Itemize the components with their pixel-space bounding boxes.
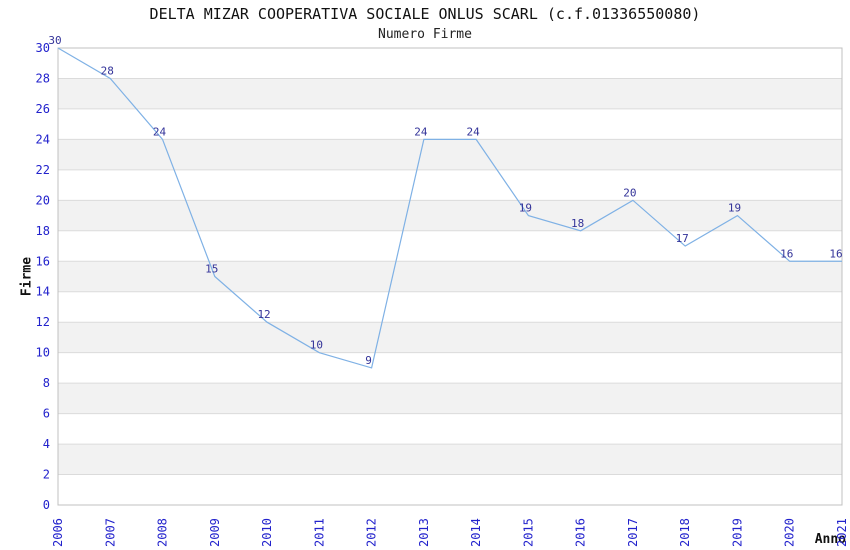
x-tick-label: 2007	[103, 518, 117, 547]
x-tick-label: 2021	[835, 518, 849, 547]
x-tick-label: 2014	[469, 518, 483, 547]
x-tick-label: 2011	[312, 518, 326, 547]
data-point-label: 9	[365, 354, 372, 367]
y-tick-label: 30	[36, 41, 50, 55]
data-point-label: 17	[676, 232, 689, 245]
data-point-label: 24	[467, 125, 481, 138]
y-tick-label: 4	[43, 437, 50, 451]
plot-border	[57, 47, 843, 506]
plot-band	[58, 322, 842, 353]
x-tick-label: 2016	[574, 518, 588, 547]
y-tick-label: 0	[43, 498, 50, 512]
y-tick-label: 26	[36, 102, 50, 116]
x-tick-label: 2012	[365, 518, 379, 547]
data-point-label: 30	[48, 34, 61, 47]
series-line	[57, 47, 842, 369]
plot-band	[58, 383, 842, 414]
data-point-label: 15	[205, 263, 218, 276]
data-point-label: 12	[257, 308, 270, 321]
data-point-label: 20	[623, 186, 636, 199]
y-tick-label: 12	[36, 315, 50, 329]
x-tick-label: 2008	[156, 518, 170, 547]
x-tick-label: 2009	[208, 518, 222, 547]
data-point-label: 28	[101, 64, 114, 77]
plot-band	[58, 139, 842, 170]
x-tick-label: 2010	[260, 518, 274, 547]
data-point-label: 16	[829, 247, 842, 260]
plot-band	[58, 200, 842, 231]
data-point-label: 16	[780, 247, 793, 260]
data-point-label: 24	[153, 125, 167, 138]
plot-band	[58, 261, 842, 292]
y-tick-label: 20	[36, 193, 50, 207]
data-point-label: 19	[728, 202, 741, 215]
y-tick-label: 28	[36, 71, 50, 85]
x-tick-label: 2015	[521, 518, 535, 547]
y-tick-label: 22	[36, 163, 50, 177]
x-tick-label: 2018	[678, 518, 692, 547]
y-tick-label: 16	[36, 254, 50, 268]
x-axis-label: Anno	[814, 532, 846, 547]
chart-subtitle: Numero Firme	[378, 27, 472, 42]
y-tick-label: 2	[43, 468, 50, 482]
chart-title: DELTA MIZAR COOPERATIVA SOCIALE ONLUS SC…	[149, 5, 701, 23]
data-point-label: 10	[310, 339, 323, 352]
x-tick-label: 2019	[730, 518, 744, 547]
x-tick-label: 2006	[51, 518, 65, 547]
data-point-label: 18	[571, 217, 584, 230]
data-point-label: 19	[519, 202, 532, 215]
data-point-label: 24	[414, 125, 428, 138]
y-tick-label: 6	[43, 407, 50, 421]
y-tick-label: 8	[43, 376, 50, 390]
x-tick-label: 2020	[783, 518, 797, 547]
plot-band	[58, 444, 842, 475]
x-tick-label: 2013	[417, 518, 431, 547]
y-tick-label: 18	[36, 224, 50, 238]
x-tick-label: 2017	[626, 518, 640, 547]
y-tick-label: 24	[36, 132, 50, 146]
plot-band	[58, 78, 842, 109]
y-tick-label: 10	[36, 346, 50, 360]
y-tick-label: 14	[36, 285, 50, 299]
